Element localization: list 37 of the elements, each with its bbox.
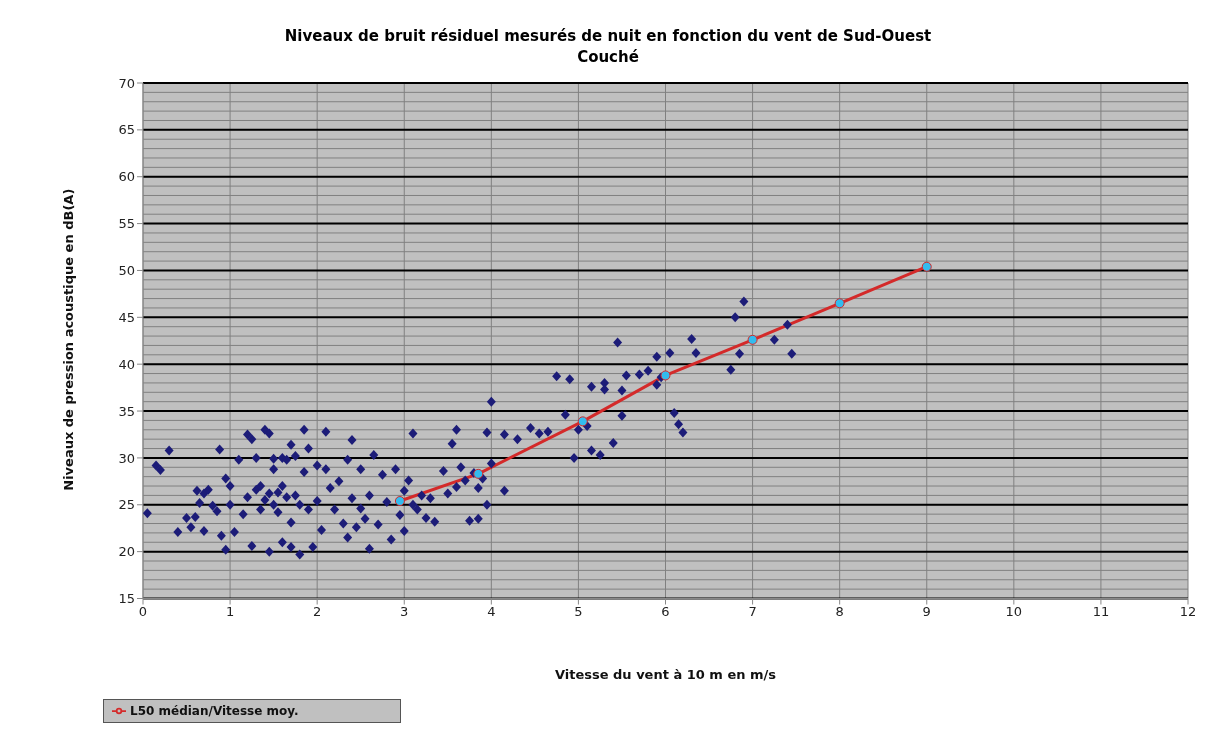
- x-tick-label: 7: [748, 603, 757, 619]
- point: [473, 468, 484, 479]
- y-tick-label: 30: [118, 450, 135, 466]
- y-tick-label: 25: [118, 497, 135, 513]
- y-tick-label: 60: [118, 169, 135, 185]
- x-axis-title: Vitesse du vent à 10 m en m/s: [554, 666, 777, 682]
- point: [747, 334, 758, 345]
- point: [394, 496, 405, 507]
- x-tick-label: 4: [487, 603, 496, 619]
- y-tick-label: 15: [118, 591, 135, 607]
- x-tick-label: 0: [138, 603, 148, 619]
- legend-label: L50 médian/Vitesse moy.: [130, 703, 299, 718]
- x-tick-label: 6: [661, 603, 670, 619]
- y-tick-label: 20: [118, 544, 135, 560]
- point: [921, 261, 932, 272]
- y-tick-label: 45: [118, 309, 135, 325]
- y-tick-label: 65: [118, 122, 135, 138]
- y-tick-label: 35: [118, 403, 135, 419]
- point: [834, 298, 845, 309]
- point: [660, 370, 671, 381]
- y-tick-label: 50: [118, 263, 135, 279]
- y-axis-title: Niveaux de pression acoustique en dB(A): [60, 188, 76, 491]
- y-tick-label: 70: [118, 75, 135, 91]
- y-tick-label: 40: [118, 356, 135, 372]
- x-tick-label: 12: [1179, 603, 1197, 619]
- x-tick-label: 8: [835, 603, 844, 619]
- point: [577, 416, 588, 427]
- x-tick-label: 2: [313, 603, 322, 619]
- chart-title: Niveaux de bruit résiduel mesurés de nuit en fonction du vent de Sud-Ouest: [283, 26, 933, 47]
- x-tick-label: 10: [1005, 603, 1023, 619]
- x-tick-label: 1: [225, 603, 235, 619]
- chart-subtitle: Couché: [576, 47, 640, 68]
- x-tick-label: 3: [400, 603, 409, 619]
- x-tick-label: 11: [1092, 603, 1110, 619]
- y-tick-label: 55: [118, 216, 135, 232]
- x-tick-label: 9: [922, 603, 931, 619]
- x-tick-label: 5: [574, 603, 583, 619]
